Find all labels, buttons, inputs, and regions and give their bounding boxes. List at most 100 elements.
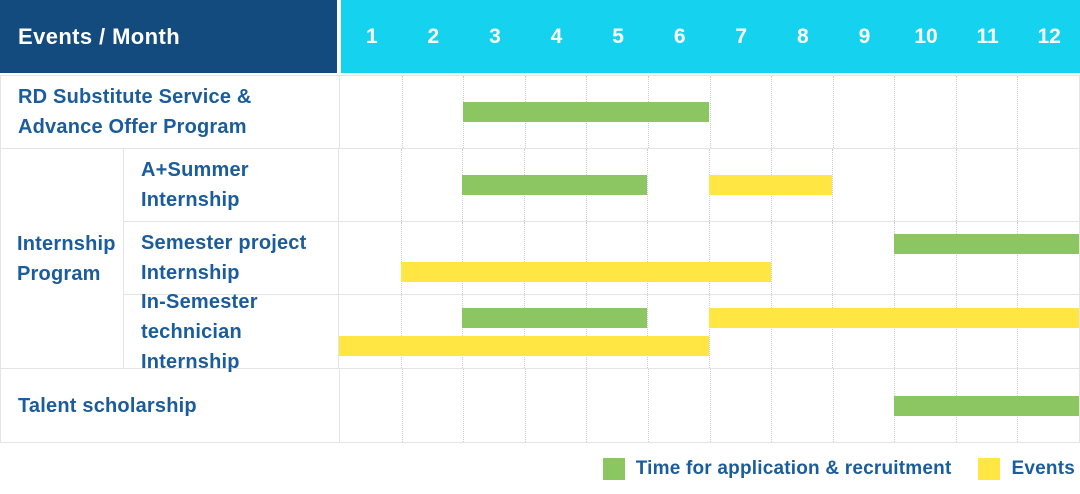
month-gridline (401, 369, 403, 442)
month-gridline (462, 222, 464, 294)
timeline-lane (339, 262, 1079, 282)
month-header-2: 2 (427, 24, 440, 48)
month-header-4: 4 (550, 24, 563, 48)
month-gridline (401, 76, 403, 148)
timeline-lane (340, 102, 1079, 122)
row-label: Talent scholarship (1, 369, 340, 442)
month-header-12: 12 (1037, 24, 1061, 48)
timeline-lane (339, 307, 1079, 328)
timeline-lane (339, 175, 1079, 195)
month-gridline (647, 222, 649, 294)
month-header-7: 7 (735, 24, 748, 48)
table-header: Events / Month 1 2 3 4 5 6 7 8 9 10 11 12 (0, 0, 1080, 73)
timeline-lane (340, 395, 1079, 416)
row-label: RD Substitute Service & Advance Offer Pr… (1, 76, 340, 148)
table-row: Talent scholarship (1, 369, 1079, 442)
legend-application-swatch (602, 457, 625, 480)
month-gridline (647, 295, 649, 368)
legend-events-swatch (978, 457, 1001, 480)
timeline-lane (339, 335, 1079, 356)
month-gridline (894, 149, 895, 221)
month-gridline (832, 149, 834, 221)
row-label: A+Summer Internship (124, 149, 339, 221)
month-gridline (1017, 222, 1019, 294)
timeline-cell (339, 295, 1079, 368)
table-row: Semester project Internship (124, 222, 1079, 295)
timeline-cell (339, 149, 1079, 221)
month-gridline (524, 369, 526, 442)
table-body: RD Substitute Service & Advance Offer Pr… (0, 75, 1080, 443)
timeline-lane (339, 234, 1079, 254)
month-gridline (832, 76, 834, 148)
month-header-8: 8 (796, 24, 809, 48)
month-gridline (955, 76, 957, 148)
month-gridline (585, 295, 587, 368)
month-gridline (647, 369, 649, 442)
month-gridline (709, 76, 711, 148)
month-header-6: 6 (673, 24, 686, 48)
application-bar-months-3-to-5 (462, 175, 648, 195)
legend: Time for application & recruitment Event… (0, 443, 1080, 494)
month-gridline (770, 295, 772, 368)
month-gridline (400, 295, 402, 368)
month-gridline (955, 222, 957, 294)
month-gridline (463, 369, 465, 442)
month-gridline (1017, 149, 1019, 221)
month-gridline (1017, 76, 1019, 148)
events-bar-months-1-to-6 (339, 335, 709, 356)
month-gridline (832, 369, 834, 442)
application-bar-months-10-to-12 (894, 234, 1079, 254)
row-label: In-Semester technician Internship (124, 291, 339, 373)
month-gridline (770, 222, 772, 294)
month-gridline (894, 222, 895, 294)
month-gridline (832, 222, 834, 294)
month-header-5: 5 (612, 24, 624, 48)
month-gridline (894, 295, 895, 368)
application-bar-months-10-to-12 (894, 395, 1079, 416)
month-header-9: 9 (858, 24, 871, 48)
month-header-11: 11 (976, 24, 999, 48)
header-title-cell: Events / Month (0, 0, 337, 73)
events-bar-months-2-to-7 (400, 262, 771, 282)
month-header-10: 10 (914, 24, 938, 48)
legend-events-label: Events (1011, 457, 1075, 479)
table-row: A+Summer Internship (124, 149, 1079, 222)
timeline-cell (340, 76, 1079, 148)
month-gridline (462, 295, 464, 368)
month-gridline (1017, 295, 1019, 368)
events-bar-months-7-to-12 (709, 307, 1079, 328)
month-gridline (955, 295, 957, 368)
events-bar-months-7-to-8 (709, 175, 833, 195)
month-gridline (832, 295, 834, 368)
group-label: Internship Program (1, 149, 124, 368)
month-gridline (955, 149, 957, 221)
month-gridline (585, 222, 587, 294)
month-header-row: 1 2 3 4 5 6 7 8 9 10 11 12 (341, 0, 1080, 73)
month-header-3: 3 (489, 24, 501, 48)
month-gridline (400, 222, 402, 294)
page-title: Events / Month (18, 23, 181, 49)
timeline-cell (340, 369, 1079, 442)
row-label: Semester project Internship (124, 222, 339, 294)
application-bar-months-3-to-5 (462, 307, 648, 328)
legend-application-label: Time for application & recruitment (635, 457, 952, 479)
month-gridline (709, 369, 711, 442)
row-group: Internship Program A+Summer Internship Sem… (1, 149, 1079, 373)
timeline-cell (339, 222, 1079, 294)
month-gridline (524, 222, 525, 294)
table-row: RD Substitute Service & Advance Offer Pr… (1, 76, 1079, 149)
month-gridline (586, 369, 588, 442)
application-bar-months-3-to-6 (463, 102, 710, 122)
month-gridline (524, 295, 525, 368)
month-gridline (771, 76, 773, 148)
group-rows: A+Summer Internship Semester project Inte… (124, 149, 1079, 373)
month-gridline (709, 295, 710, 368)
month-gridline (400, 149, 402, 221)
table-row: In-Semester technician Internship (124, 291, 1079, 373)
month-gridline (771, 369, 773, 442)
month-gridline (647, 149, 649, 221)
month-header-1: 1 (365, 24, 378, 48)
month-gridline (709, 222, 710, 294)
month-gridline (894, 76, 896, 148)
